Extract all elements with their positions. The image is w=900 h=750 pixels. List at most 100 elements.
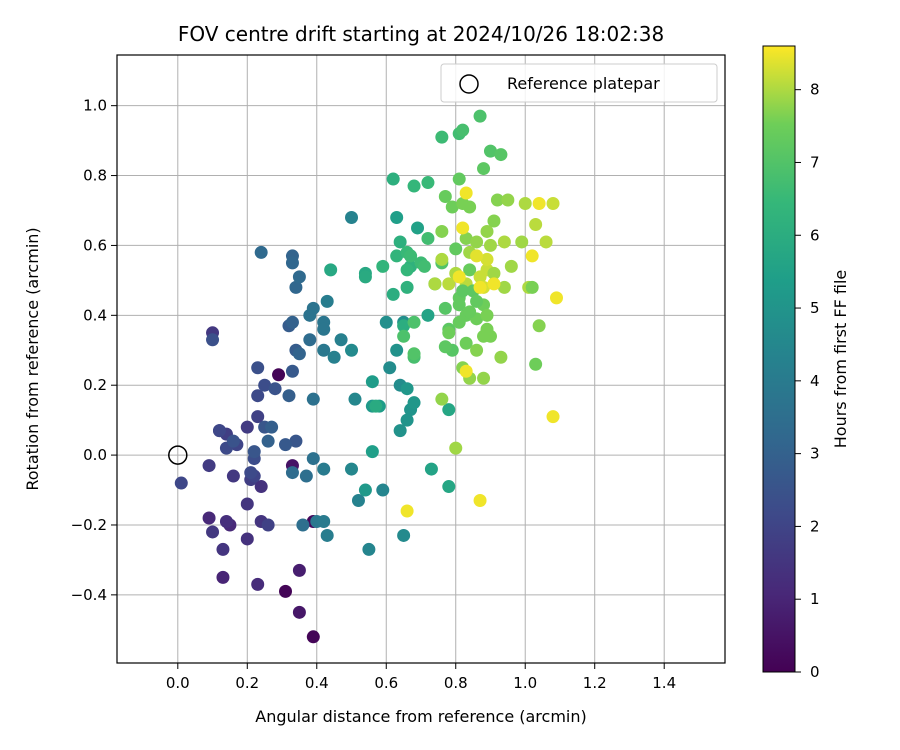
- data-point: [480, 322, 494, 336]
- x-tick-label: 0.8: [444, 674, 468, 692]
- data-point: [424, 462, 438, 476]
- data-point: [219, 514, 233, 528]
- data-point: [539, 235, 553, 249]
- data-point: [365, 375, 379, 389]
- data-point: [400, 413, 414, 427]
- data-point: [456, 123, 470, 137]
- data-point: [285, 466, 299, 480]
- data-point: [390, 343, 404, 357]
- data-point: [390, 249, 404, 263]
- x-tick-label: 0.2: [235, 674, 259, 692]
- data-point: [442, 277, 456, 291]
- data-point: [487, 214, 501, 228]
- data-point: [532, 197, 546, 211]
- data-point: [254, 480, 268, 494]
- data-point: [487, 266, 501, 280]
- data-point: [386, 172, 400, 186]
- data-point: [345, 210, 359, 224]
- data-point: [525, 280, 539, 294]
- data-point: [265, 420, 279, 434]
- data-point: [306, 301, 320, 315]
- data-point: [490, 193, 504, 207]
- data-point: [351, 494, 365, 508]
- data-point: [254, 245, 268, 259]
- data-point: [449, 441, 463, 455]
- data-point: [258, 378, 272, 392]
- data-point: [261, 518, 275, 532]
- data-point: [397, 329, 411, 343]
- data-point: [320, 528, 334, 542]
- data-point: [407, 347, 421, 361]
- data-point: [202, 459, 216, 473]
- data-point: [435, 224, 449, 238]
- data-point: [306, 630, 320, 644]
- data-point: [206, 525, 220, 539]
- data-point: [529, 357, 543, 371]
- data-point: [407, 396, 421, 410]
- y-tick-label: 0.8: [83, 167, 107, 185]
- data-point: [470, 343, 484, 357]
- legend-marker: [459, 74, 479, 94]
- data-point: [393, 424, 407, 438]
- data-point: [202, 511, 216, 525]
- data-point: [438, 340, 452, 354]
- data-point: [473, 109, 487, 123]
- data-point: [452, 298, 466, 312]
- x-tick-label: 1.4: [652, 674, 676, 692]
- data-point: [226, 469, 240, 483]
- data-point: [216, 542, 230, 556]
- data-point: [244, 466, 258, 480]
- data-point: [345, 343, 359, 357]
- data-point: [303, 333, 317, 347]
- data-point: [306, 452, 320, 466]
- data-point: [358, 270, 372, 284]
- data-point: [247, 445, 261, 459]
- data-point: [463, 200, 477, 214]
- data-point: [456, 221, 470, 235]
- data-point: [494, 148, 508, 162]
- data-point: [452, 315, 466, 329]
- data-point: [282, 389, 296, 403]
- data-point: [546, 410, 560, 424]
- data-point: [289, 280, 303, 294]
- colorbar-tick-label: 7: [810, 153, 820, 171]
- chart-title: FOV centre drift starting at 2024/10/26 …: [178, 22, 664, 46]
- data-point: [480, 224, 494, 238]
- data-point: [358, 483, 372, 497]
- plot-frame: [116, 54, 726, 664]
- data-point: [470, 235, 484, 249]
- data-point: [501, 193, 515, 207]
- data-point: [365, 445, 379, 459]
- data-point: [306, 392, 320, 406]
- data-point: [497, 235, 511, 249]
- data-point: [452, 172, 466, 186]
- data-point: [285, 256, 299, 270]
- data-point: [317, 322, 331, 336]
- data-point: [369, 399, 383, 413]
- data-point: [407, 315, 421, 329]
- data-point: [428, 277, 442, 291]
- data-point: [445, 200, 459, 214]
- data-point: [299, 469, 313, 483]
- data-point: [477, 371, 491, 385]
- data-point: [421, 308, 435, 322]
- data-point: [393, 235, 407, 249]
- data-point: [348, 392, 362, 406]
- data-point: [251, 389, 265, 403]
- data-point: [515, 235, 529, 249]
- data-point: [400, 263, 414, 277]
- colorbar-tick-label: 5: [810, 299, 820, 317]
- data-point: [400, 382, 414, 396]
- data-point: [487, 277, 501, 291]
- colorbar-tick-label: 0: [810, 663, 820, 681]
- data-point: [404, 249, 418, 263]
- data-point: [442, 403, 456, 417]
- colorbar: 0 1 2 3 4 5 6 7 8 Hours from first FF file: [762, 45, 850, 681]
- data-point: [327, 350, 341, 364]
- colorbar-tick-label: 3: [810, 445, 820, 463]
- data-point: [334, 333, 348, 347]
- data-point: [285, 364, 299, 378]
- data-point: [470, 249, 484, 263]
- colorbar-tick-label: 8: [810, 81, 820, 99]
- data-point: [459, 336, 473, 350]
